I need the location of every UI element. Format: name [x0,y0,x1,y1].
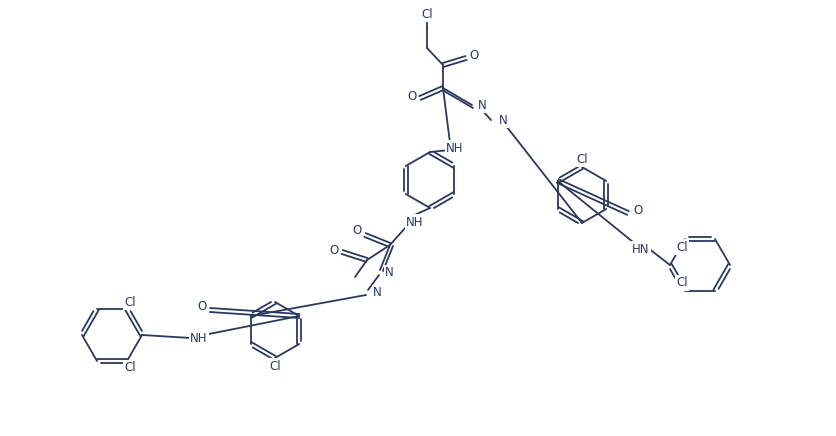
Text: O: O [633,204,642,217]
Text: N: N [477,99,487,112]
Text: Cl: Cl [675,241,687,253]
Text: HN: HN [631,242,649,255]
Text: O: O [197,300,206,313]
Text: Cl: Cl [124,296,135,309]
Text: Cl: Cl [269,360,280,372]
Text: N: N [385,266,393,279]
Text: N: N [498,113,507,126]
Text: O: O [469,48,478,61]
Text: Cl: Cl [675,276,687,290]
Text: NH: NH [190,333,207,345]
Text: N: N [373,286,381,300]
Text: Cl: Cl [421,7,432,20]
Text: NH: NH [405,215,423,228]
Text: Cl: Cl [575,153,587,166]
Text: O: O [352,224,361,236]
Text: O: O [407,89,416,102]
Text: O: O [329,243,339,256]
Text: NH: NH [446,142,463,154]
Text: Cl: Cl [124,361,135,375]
